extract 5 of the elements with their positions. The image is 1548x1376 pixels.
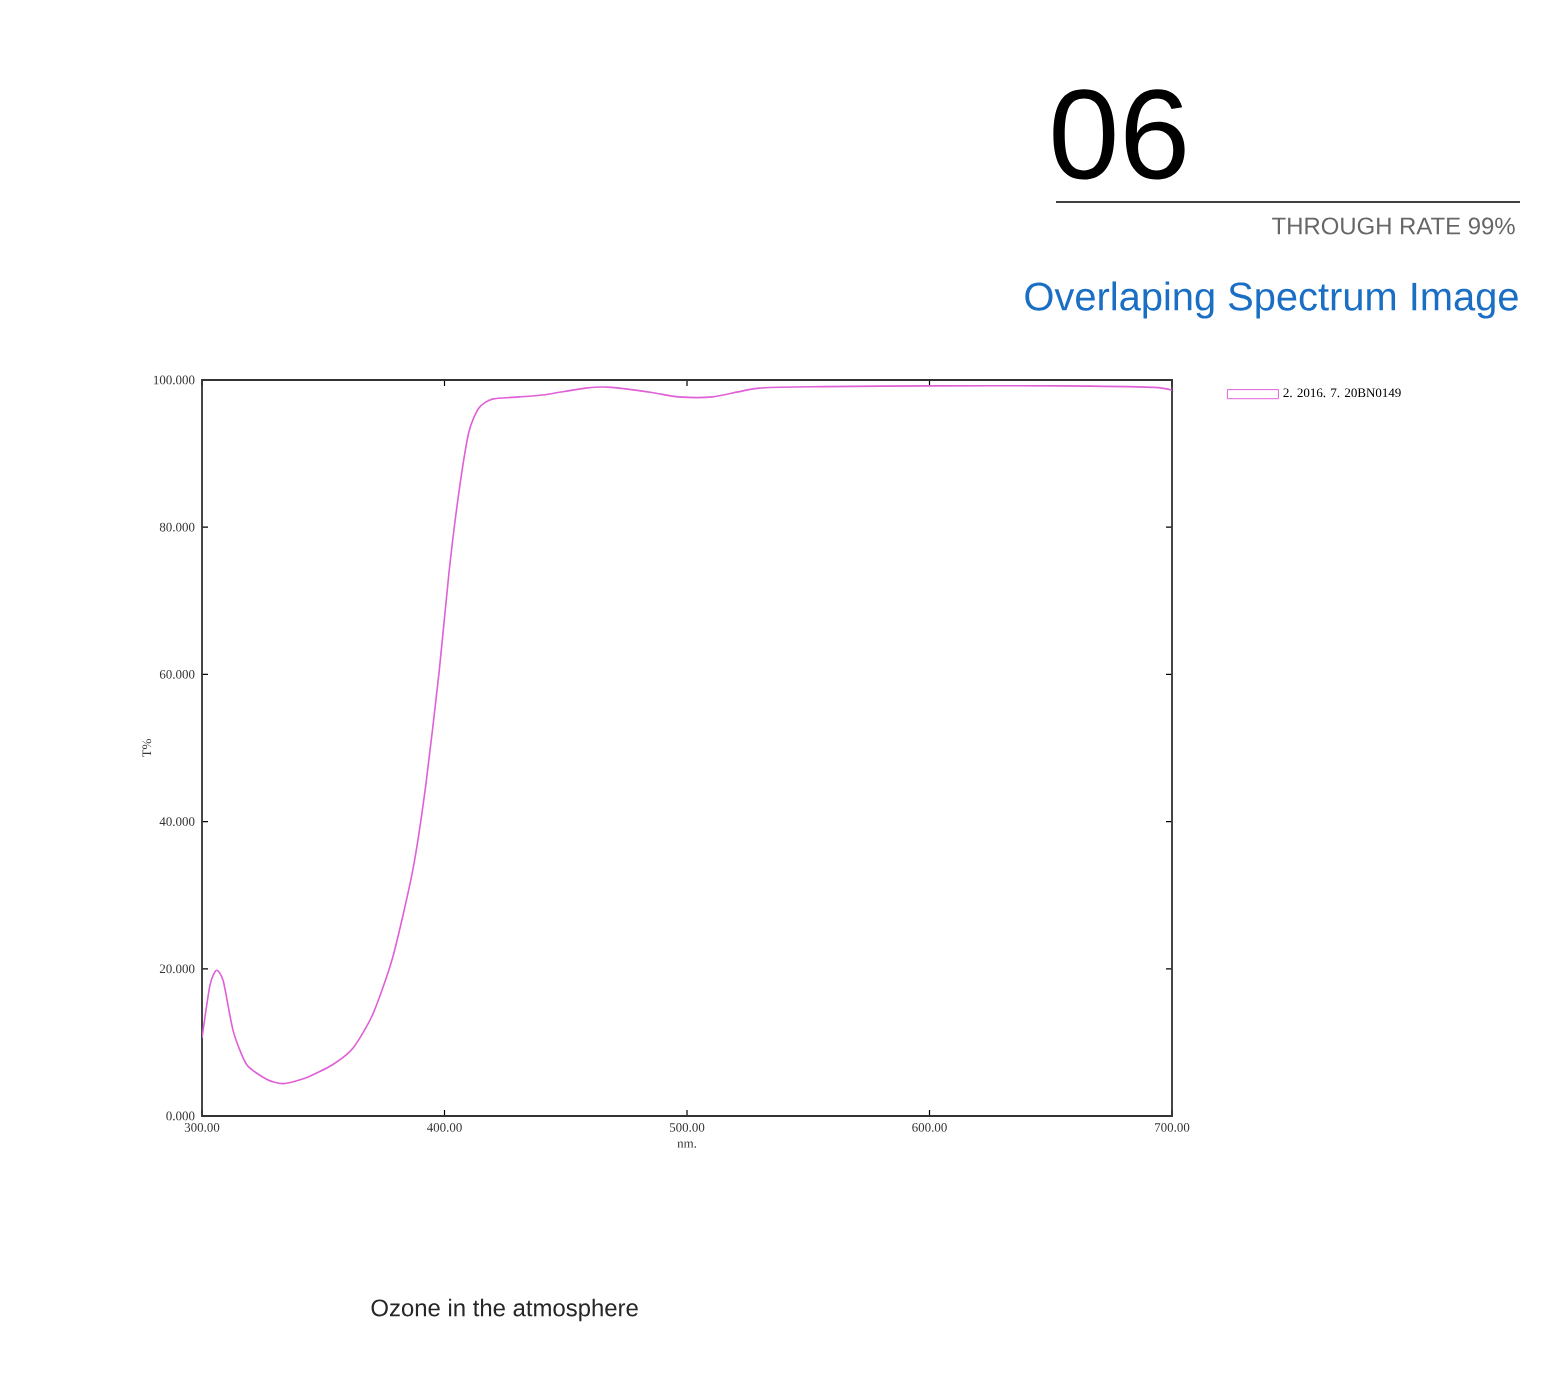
line-series [202, 384, 1173, 1085]
text: THROUGH RATE 99% [1272, 217, 1515, 235]
text: 06 [1053, 89, 1185, 180]
text: Overlaping Spectrum Image [1025, 281, 1518, 319]
text: Ozone in the atmosphere [371, 1298, 638, 1322]
